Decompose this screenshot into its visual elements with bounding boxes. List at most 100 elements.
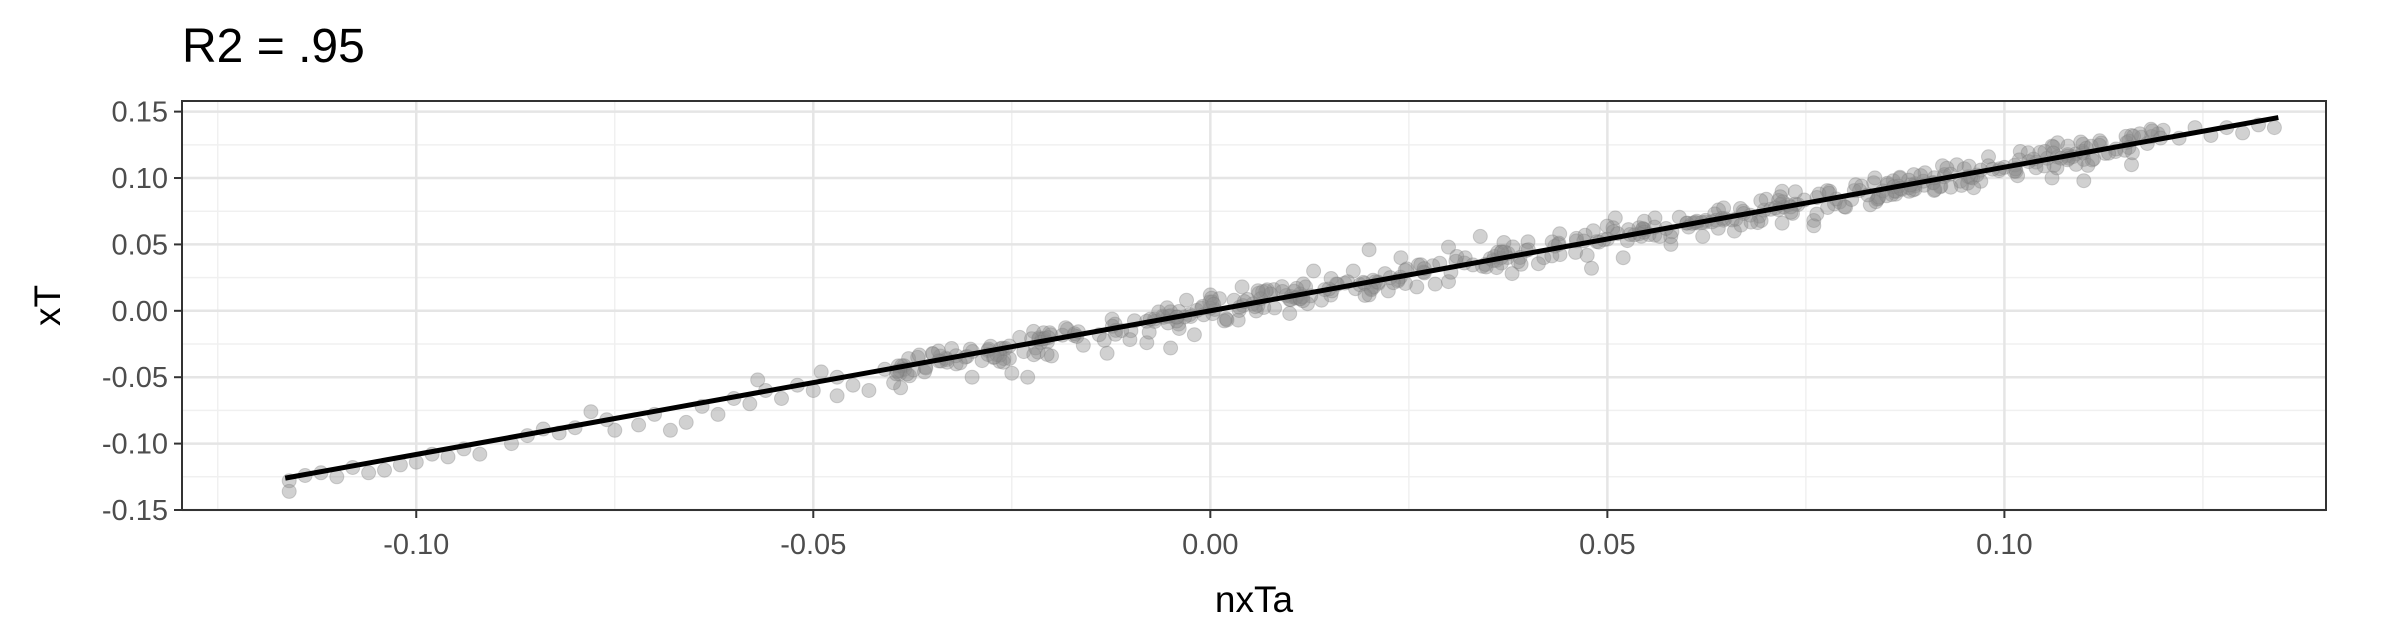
data-point: [1530, 256, 1546, 272]
y-axis: -0.15 -0.10 -0.05 0.00 0.05 0.10 0.15: [102, 97, 182, 527]
data-point: [1323, 271, 1339, 286]
data-point: [1122, 332, 1138, 348]
data-point: [281, 483, 297, 499]
x-tick-label: 0.05: [1579, 529, 1635, 561]
data-point: [774, 391, 789, 406]
data-point: [902, 368, 917, 384]
data-point: [1579, 247, 1595, 263]
data-point: [1599, 218, 1615, 234]
data-point: [1663, 236, 1679, 252]
data-point: [2012, 144, 2028, 159]
data-point: [2020, 145, 2036, 161]
data-point: [1186, 327, 1202, 343]
data-point: [1230, 312, 1246, 328]
data-point: [1584, 260, 1599, 276]
data-point: [1030, 344, 1046, 360]
data-point: [911, 347, 927, 363]
data-point: [1274, 279, 1290, 295]
data-point: [1211, 291, 1227, 307]
data-point: [1710, 220, 1726, 236]
minor-gridlines: [182, 101, 2326, 510]
regression-line: [284, 115, 2279, 481]
data-point: [886, 375, 902, 391]
data-point: [2143, 121, 2159, 137]
data-point: [1838, 199, 1854, 215]
data-point: [1943, 179, 1959, 195]
data-point: [1004, 365, 1020, 381]
data-point: [1141, 324, 1157, 340]
data-point: [1726, 223, 1742, 239]
data-point: [1300, 296, 1315, 312]
data-point: [1647, 210, 1663, 226]
data-point: [1039, 346, 1055, 362]
data-point: [1837, 199, 1852, 215]
data-point: [2045, 139, 2061, 155]
data-point: [1954, 177, 1969, 193]
data-point: [1753, 193, 1769, 209]
data-point: [2049, 160, 2065, 176]
data-point: [1607, 210, 1623, 226]
data-point: [2076, 173, 2092, 189]
data-point: [750, 372, 766, 388]
data-point: [2266, 120, 2282, 136]
data-point: [1496, 235, 1512, 250]
data-point: [964, 369, 980, 385]
data-point: [1295, 276, 1311, 292]
x-tick-label: 0.00: [1182, 529, 1238, 561]
scatter-points: [281, 117, 2282, 499]
data-point: [996, 351, 1012, 367]
data-point: [472, 446, 488, 462]
data-point: [583, 404, 599, 420]
data-point: [742, 396, 758, 412]
data-point: [1695, 228, 1711, 244]
data-point: [1585, 223, 1601, 239]
data-point: [1259, 282, 1275, 298]
data-point: [1520, 234, 1536, 250]
data-point: [995, 354, 1011, 370]
data-point: [1806, 213, 1822, 228]
data-point: [1096, 332, 1112, 348]
data-point: [1758, 191, 1774, 207]
data-point: [1806, 218, 1822, 234]
data-point: [607, 422, 623, 438]
data-point: [1733, 217, 1749, 233]
y-tick-label: 0.05: [112, 229, 168, 261]
data-point: [893, 380, 909, 396]
data-point: [1504, 266, 1520, 282]
data-point: [1163, 340, 1179, 356]
data-point: [1809, 206, 1825, 222]
x-axis-title: nxTa: [1215, 579, 1294, 620]
data-point: [1949, 157, 1965, 173]
data-point: [1099, 345, 1115, 361]
data-point: [813, 364, 829, 380]
data-point: [1139, 335, 1155, 351]
data-point: [1171, 321, 1187, 336]
data-point: [1787, 184, 1803, 200]
data-point: [2068, 156, 2084, 172]
data-point: [1926, 183, 1942, 198]
data-point: [1552, 226, 1568, 242]
data-point: [1772, 189, 1788, 205]
data-point: [678, 414, 694, 430]
data-point: [1380, 283, 1396, 299]
data-point: [1774, 215, 1790, 231]
data-point: [1393, 250, 1409, 266]
data-point: [1026, 347, 1042, 363]
data-point: [1868, 194, 1884, 210]
data-point: [845, 377, 861, 393]
data-point: [1219, 312, 1235, 328]
data-point: [1981, 149, 1996, 165]
data-point: [1966, 180, 1982, 196]
data-point: [1441, 274, 1456, 290]
data-point: [1867, 170, 1883, 186]
data-point: [2124, 157, 2139, 173]
data-point: [1179, 292, 1194, 308]
data-point: [1927, 182, 1943, 198]
data-point: [1026, 323, 1042, 339]
data-point: [829, 388, 845, 404]
data-point: [861, 383, 877, 398]
data-point: [2044, 170, 2060, 186]
data-point: [2235, 125, 2251, 141]
data-point: [1774, 183, 1790, 199]
